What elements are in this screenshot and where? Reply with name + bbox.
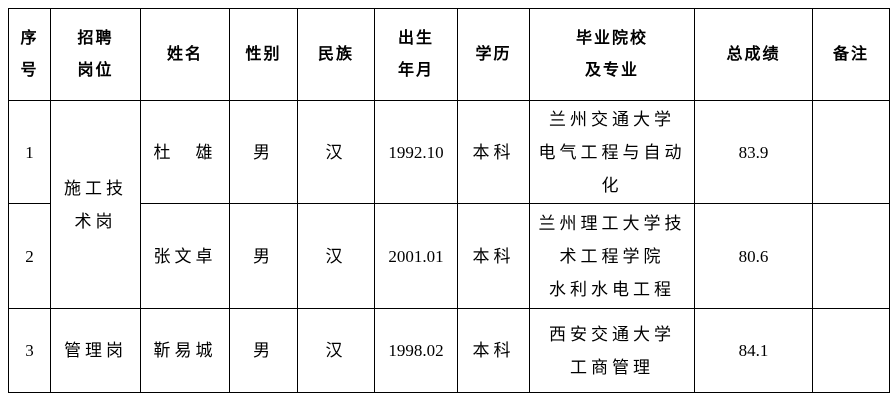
recruitment-results-table: 序 号 招聘 岗位 姓名 性别 民族 出生 年月 学历 毕业院校 及专业 总成绩…: [8, 8, 890, 393]
cell-education: 本科: [457, 203, 530, 309]
cell-serial: 1: [8, 100, 51, 204]
cell-gender: 男: [229, 308, 298, 393]
cell-remark: [812, 203, 890, 309]
cell-education: 本科: [457, 308, 530, 393]
table-row: 3 管理岗 靳易城 男 汉 1998.02 本科 西安交通大学 工商管理 84.…: [8, 308, 890, 393]
col-header-school-major: 毕业院校 及专业: [529, 8, 695, 101]
cell-remark: [812, 308, 890, 393]
table-row: 2 张文卓 男 汉 2001.01 本科 兰州理工大学技 术工程学院 水利水电工…: [8, 203, 890, 309]
col-header-name: 姓名: [140, 8, 230, 101]
cell-education: 本科: [457, 100, 530, 204]
cell-ethnicity: 汉: [297, 308, 375, 393]
cell-serial: 3: [8, 308, 51, 393]
cell-remark: [812, 100, 890, 204]
col-header-serial: 序 号: [8, 8, 51, 101]
cell-name: 杜 雄: [140, 100, 230, 204]
col-header-birth-date: 出生 年月: [374, 8, 458, 101]
cell-name: 张文卓: [140, 203, 230, 309]
col-header-ethnicity: 民族: [297, 8, 375, 101]
cell-birth-date: 1998.02: [374, 308, 458, 393]
cell-school-major: 兰州理工大学技 术工程学院 水利水电工程: [529, 203, 695, 309]
col-header-position: 招聘 岗位: [50, 8, 141, 101]
cell-school-major: 兰州交通大学 电气工程与自动 化: [529, 100, 695, 204]
cell-school-major: 西安交通大学 工商管理: [529, 308, 695, 393]
col-header-remark: 备注: [812, 8, 890, 101]
cell-total-score: 83.9: [694, 100, 813, 204]
col-header-total-score: 总成绩: [694, 8, 813, 101]
cell-name: 靳易城: [140, 308, 230, 393]
cell-gender: 男: [229, 203, 298, 309]
cell-position: 管理岗: [50, 308, 141, 393]
cell-total-score: 84.1: [694, 308, 813, 393]
cell-ethnicity: 汉: [297, 100, 375, 204]
table-row: 1 施工技 术岗 杜 雄 男 汉 1992.10 本科 兰州交通大学 电气工程与…: [8, 100, 890, 309]
col-header-gender: 性别: [229, 8, 298, 101]
cell-birth-date: 1992.10: [374, 100, 458, 204]
cell-birth-date: 2001.01: [374, 203, 458, 309]
cell-ethnicity: 汉: [297, 203, 375, 309]
col-header-education: 学历: [457, 8, 530, 101]
cell-gender: 男: [229, 100, 298, 204]
cell-position-merged: 施工技 术岗: [50, 100, 141, 309]
cell-serial: 2: [8, 203, 51, 309]
cell-total-score: 80.6: [694, 203, 813, 309]
table-header-row: 序 号 招聘 岗位 姓名 性别 民族 出生 年月 学历 毕业院校 及专业 总成绩…: [8, 8, 890, 101]
